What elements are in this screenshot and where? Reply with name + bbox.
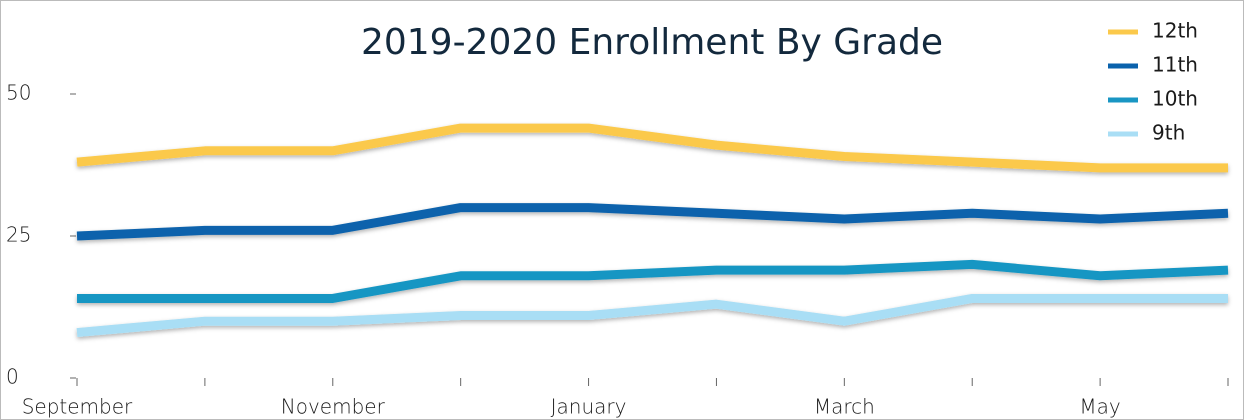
legend-label: 12th xyxy=(1152,19,1198,43)
series-line xyxy=(77,259,1229,303)
y-tick-label: 50 xyxy=(6,81,31,105)
x-tick-label: January xyxy=(551,395,627,419)
series-line xyxy=(76,203,1229,241)
legend-label: 11th xyxy=(1152,53,1198,77)
x-tick-label: November xyxy=(281,395,386,419)
legend-label: 10th xyxy=(1152,87,1198,111)
x-tick-label: May xyxy=(1079,395,1120,419)
series-line xyxy=(76,123,1228,173)
y-tick-label: 25 xyxy=(6,223,31,247)
x-tick-label: March xyxy=(814,395,875,419)
series-line xyxy=(76,293,1228,338)
legend-label: 9th xyxy=(1152,121,1185,145)
y-tick-label: 0 xyxy=(6,365,19,389)
chart-title: 2019-2020 Enrollment By Grade xyxy=(361,22,943,63)
x-tick-label: September xyxy=(22,395,133,419)
